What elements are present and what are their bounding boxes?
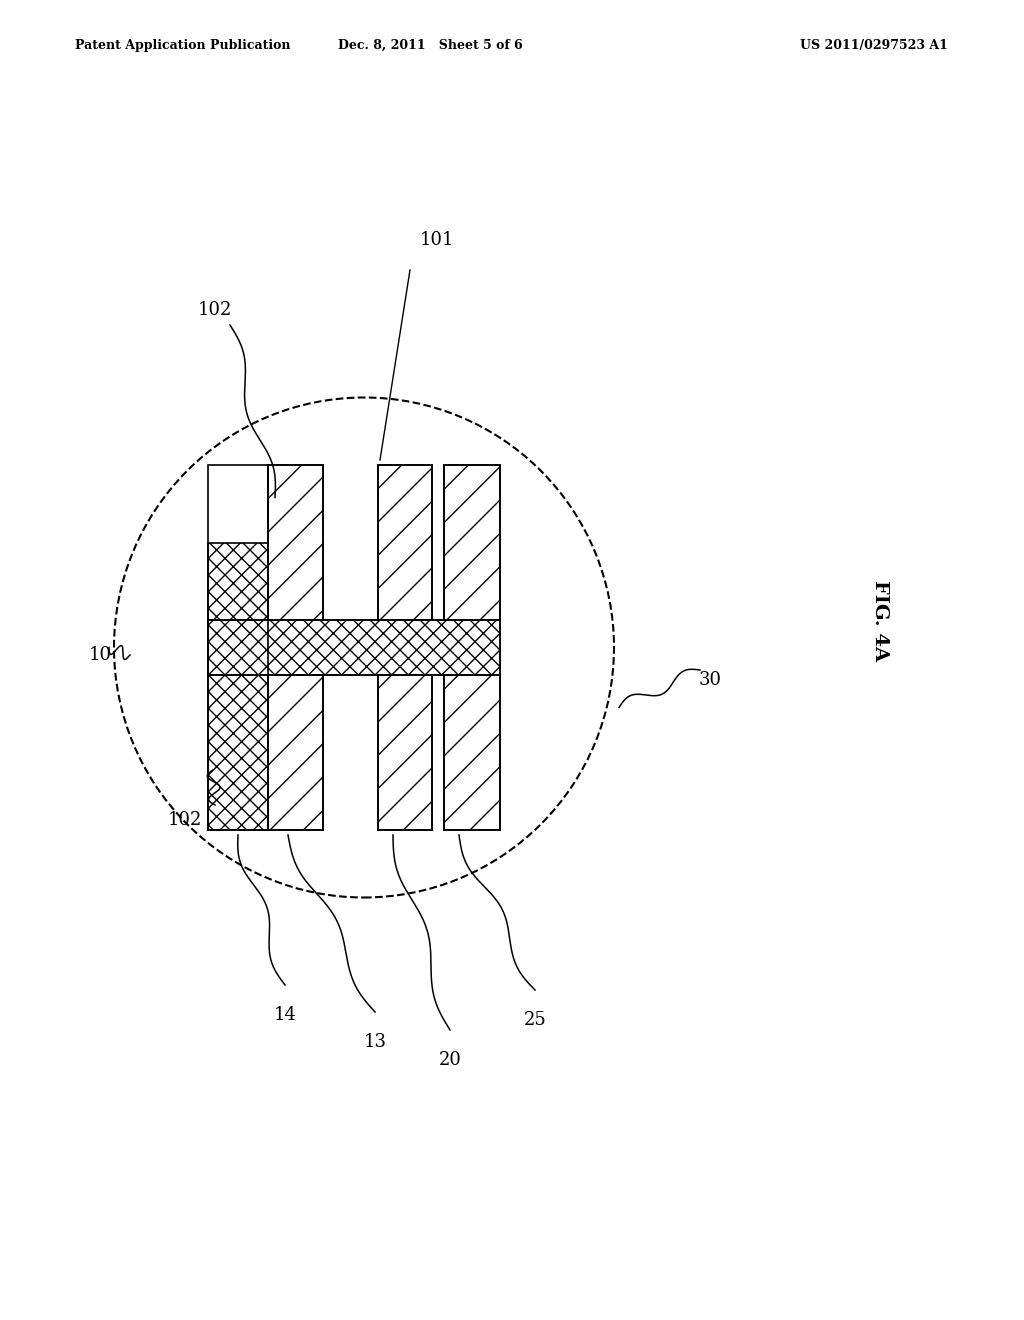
Bar bbox=[208, 620, 500, 675]
Text: 20: 20 bbox=[438, 1051, 462, 1069]
Text: Patent Application Publication: Patent Application Publication bbox=[75, 38, 291, 51]
Text: Dec. 8, 2011   Sheet 5 of 6: Dec. 8, 2011 Sheet 5 of 6 bbox=[338, 38, 522, 51]
Bar bbox=[268, 675, 323, 830]
Text: 102: 102 bbox=[168, 810, 202, 829]
Bar bbox=[268, 465, 323, 620]
Bar bbox=[208, 465, 268, 830]
Bar bbox=[378, 465, 432, 620]
Bar bbox=[378, 465, 432, 620]
Bar bbox=[268, 675, 323, 830]
Bar bbox=[444, 675, 500, 830]
Text: US 2011/0297523 A1: US 2011/0297523 A1 bbox=[800, 38, 948, 51]
Bar bbox=[208, 543, 268, 620]
Bar bbox=[444, 675, 500, 830]
Bar bbox=[378, 675, 432, 830]
Bar bbox=[208, 620, 500, 675]
Bar bbox=[444, 465, 500, 620]
Bar bbox=[208, 675, 268, 830]
Text: FIG. 4A: FIG. 4A bbox=[871, 579, 889, 660]
Text: 101: 101 bbox=[420, 231, 455, 249]
Bar bbox=[444, 465, 500, 620]
Bar bbox=[342, 465, 378, 620]
Text: 30: 30 bbox=[698, 671, 722, 689]
Text: 10: 10 bbox=[88, 645, 112, 664]
Bar bbox=[268, 465, 323, 620]
Bar bbox=[378, 675, 432, 830]
Text: 13: 13 bbox=[364, 1034, 386, 1051]
Text: 25: 25 bbox=[523, 1011, 547, 1030]
Text: 14: 14 bbox=[273, 1006, 296, 1024]
Text: 102: 102 bbox=[198, 301, 232, 319]
